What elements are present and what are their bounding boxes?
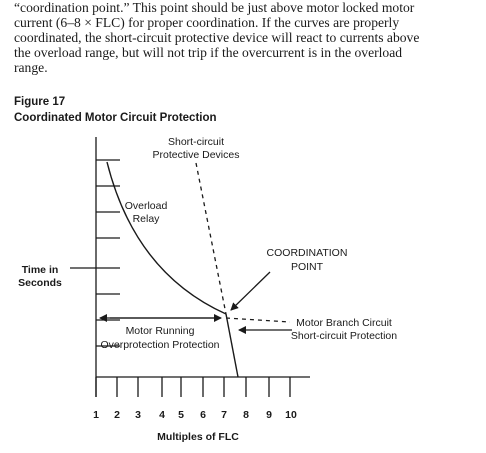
running-label-line2: Overprotection Protection [100, 339, 219, 351]
x-tick-label: 2 [114, 409, 120, 421]
x-tick-labels: 1 2 3 4 5 6 7 8 9 10 [93, 409, 297, 421]
overload-label-line1: Overload [125, 200, 168, 212]
x-ticks [95, 377, 291, 397]
paragraph-line: range. [14, 60, 48, 75]
paragraph-line: the overload range, but will not trip if… [14, 45, 403, 60]
x-tick-label: 6 [200, 409, 206, 421]
branch-circuit-dashed-line [225, 317, 291, 323]
y-axis-label-line2: Seconds [18, 277, 62, 289]
y-ticks [70, 159, 120, 347]
x-tick-label: 3 [135, 409, 141, 421]
overload-label-line2: Relay [133, 213, 161, 225]
branch-label-line2: Short-circuit Protection [291, 330, 397, 342]
paragraph-line: coordinated, the short-circuit protectiv… [14, 30, 420, 45]
coordination-point-arrow [230, 271, 271, 311]
x-tick-label: 8 [243, 409, 249, 421]
paragraph-line: “coordination point.” This point should … [14, 0, 415, 15]
x-tick-label: 5 [178, 409, 184, 421]
coordination-label-line2: POINT [291, 261, 324, 273]
x-tick-label: 1 [93, 409, 99, 421]
overload-relay-curve [106, 161, 227, 315]
body-paragraph: “coordination point.” This point should … [14, 0, 480, 75]
x-tick-label: 10 [285, 409, 297, 421]
x-tick-label: 9 [266, 409, 272, 421]
y-axis-label-line1: Time in [22, 264, 59, 276]
short-circuit-solid-segment [225, 313, 239, 378]
branch-label-line1: Motor Branch Circuit [296, 317, 392, 329]
paragraph-line: current (6–8 × FLC) for proper coordinat… [14, 15, 400, 30]
coordination-label-line1: COORDINATION [267, 247, 348, 259]
short-circuit-label-line2: Protective Devices [153, 149, 240, 161]
x-tick-label: 4 [159, 409, 165, 421]
short-circuit-label-line1: Short-circuit [168, 136, 224, 148]
x-tick-label: 7 [221, 409, 227, 421]
short-circuit-curve [195, 162, 227, 315]
running-label-line1: Motor Running [126, 325, 195, 337]
figure-title: Coordinated Motor Circuit Protection [14, 112, 217, 124]
x-axis-label: Multiples of FLC [157, 431, 239, 443]
figure-label: Figure 17 [14, 96, 66, 108]
